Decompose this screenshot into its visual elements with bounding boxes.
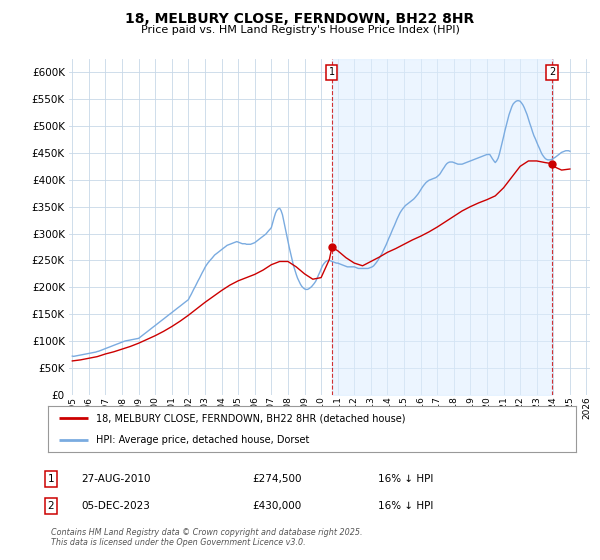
Text: 27-AUG-2010: 27-AUG-2010 [81,474,151,484]
Text: £430,000: £430,000 [252,501,301,511]
Text: 2: 2 [549,67,555,77]
Text: 18, MELBURY CLOSE, FERNDOWN, BH22 8HR: 18, MELBURY CLOSE, FERNDOWN, BH22 8HR [125,12,475,26]
Text: HPI: Average price, detached house, Dorset: HPI: Average price, detached house, Dors… [95,435,309,445]
Text: Price paid vs. HM Land Registry's House Price Index (HPI): Price paid vs. HM Land Registry's House … [140,25,460,35]
Text: Contains HM Land Registry data © Crown copyright and database right 2025.
This d: Contains HM Land Registry data © Crown c… [51,528,362,547]
Text: 2: 2 [47,501,55,511]
Text: 1: 1 [329,67,335,77]
Text: 05-DEC-2023: 05-DEC-2023 [81,501,150,511]
Text: 16% ↓ HPI: 16% ↓ HPI [378,474,433,484]
Text: 18, MELBURY CLOSE, FERNDOWN, BH22 8HR (detached house): 18, MELBURY CLOSE, FERNDOWN, BH22 8HR (d… [95,413,405,423]
Text: £274,500: £274,500 [252,474,302,484]
Text: 1: 1 [47,474,55,484]
Text: 16% ↓ HPI: 16% ↓ HPI [378,501,433,511]
